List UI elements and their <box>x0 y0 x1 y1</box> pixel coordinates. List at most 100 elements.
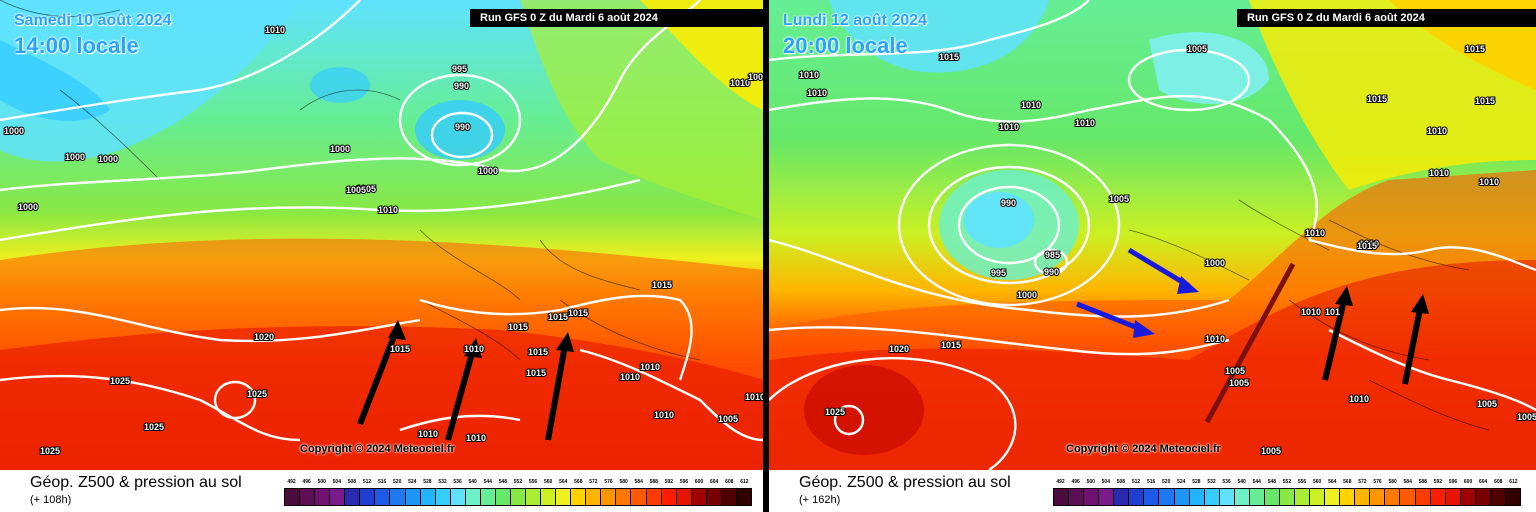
scale-swatch <box>721 489 737 505</box>
scale-swatch <box>330 489 346 505</box>
isobar-label: 1010 <box>1021 100 1041 110</box>
scale-label: 544 <box>1252 479 1261 485</box>
scale-label: 600 <box>694 479 704 485</box>
scale-swatch <box>1144 489 1160 505</box>
isobar-label: 1015 <box>528 347 548 357</box>
scale-swatch <box>691 489 707 505</box>
scale-label: 568 <box>574 479 583 485</box>
isobar-label: 1010 <box>730 78 750 88</box>
isobar-label: 990 <box>454 81 469 91</box>
scale-swatch <box>631 489 647 505</box>
isobar-label: 1000 <box>4 126 24 136</box>
scale-label: 552 <box>1282 479 1292 485</box>
scale-label: 608 <box>725 479 734 485</box>
isobar-label: 101 <box>1325 307 1340 317</box>
isobar-label: 1005 <box>346 185 366 195</box>
flow-arrow <box>1127 247 1191 289</box>
legend-title: Géop. Z500 & pression au sol <box>799 474 1011 491</box>
isobar-label: 1005 <box>1261 446 1281 456</box>
scale-bar <box>1053 488 1521 506</box>
isobar-label: 1010 <box>1359 239 1379 249</box>
isobar-label: 1015 <box>568 308 588 318</box>
scale-swatch <box>1174 489 1190 505</box>
scale-swatch <box>601 489 617 505</box>
trend-arrow <box>1322 295 1348 381</box>
legend-title: Géop. Z500 & pression au sol <box>30 474 242 491</box>
scale-swatch <box>571 489 587 505</box>
isobar-label: 1005 <box>1229 378 1249 388</box>
isobar-label: 1010 <box>378 205 398 215</box>
isobar-label: 1010 <box>1349 394 1369 404</box>
scale-label: 560 <box>543 479 553 485</box>
isobar-label: 1010 <box>265 25 285 35</box>
isobar-label: 1010 <box>620 372 640 382</box>
isobar-label: 1015 <box>939 52 959 62</box>
scale-labels: 492 496 500 504 508 512 516 520 524 528 532 536 540 5… <box>284 478 752 486</box>
scale-label: 520 <box>393 479 402 485</box>
scale-swatch <box>1385 489 1401 505</box>
scale-swatch <box>1400 489 1416 505</box>
isobar-label: 990 <box>1044 267 1059 277</box>
isobar-label: 990 <box>1001 198 1016 208</box>
scale-label: 552 <box>513 479 523 485</box>
scale-labels: 492 496 500 504 508 512 516 520 524 528 532 536 540 5… <box>1053 478 1521 486</box>
isobar-label: 1005 <box>1517 412 1536 422</box>
isobar-label: 995 <box>991 268 1006 278</box>
scale-swatch <box>495 489 511 505</box>
isobar-label: 1005 <box>1225 366 1245 376</box>
scale-swatch <box>646 489 662 505</box>
scale-label: 532 <box>438 479 447 485</box>
isobar-label: 1020 <box>889 344 909 354</box>
isobar-label: 1005 <box>356 184 376 194</box>
scale-label: 556 <box>528 479 538 485</box>
scale-swatch <box>315 489 331 505</box>
isobar-label: 1000 <box>98 154 118 164</box>
isobar-label: 1000 <box>18 202 38 212</box>
scale-label: 572 <box>589 479 598 485</box>
isobar-label: 1005 <box>1187 44 1207 54</box>
scale-label: 612 <box>1509 479 1518 485</box>
scale-swatch <box>706 489 722 505</box>
scale-label: 596 <box>1448 479 1458 485</box>
legend-footer: Géop. Z500 & pression au sol (+ 108h) 49… <box>0 470 763 512</box>
isobar-label: 1010 <box>1075 118 1095 128</box>
scale-swatch <box>480 489 496 505</box>
scale-swatch <box>390 489 406 505</box>
scale-swatch <box>1475 489 1491 505</box>
isobar-label: 990 <box>455 122 470 132</box>
scale-label: 512 <box>1131 479 1141 485</box>
isobar-label: 1005 <box>1477 399 1497 409</box>
scale-label: 564 <box>1328 479 1337 485</box>
isobar-label: 1010 <box>464 344 484 354</box>
scale-label: 580 <box>619 479 628 485</box>
trend-arrow <box>357 324 401 426</box>
trend-arrow <box>545 339 569 441</box>
isobar-label: 1010 <box>1205 334 1225 344</box>
isobar-label: 1020 <box>254 332 274 342</box>
scale-swatch <box>465 489 481 505</box>
isobar-label: 1010 <box>999 122 1019 132</box>
isobar-label: 1010 <box>654 410 674 420</box>
scale-label: 612 <box>740 479 749 485</box>
scale-label: 500 <box>1086 479 1095 485</box>
isobar-label: 995 <box>452 64 467 74</box>
run-info: Run GFS 0 Z du Mardi 6 août 2024 <box>1237 9 1536 27</box>
isobar-label: 1015 <box>548 312 568 322</box>
lead-time: (+ 108h) <box>30 494 72 506</box>
isobar-label: 1010 <box>640 362 660 372</box>
scale-label: 544 <box>483 479 492 485</box>
panel-divider <box>763 0 769 512</box>
scale-label: 584 <box>1403 479 1412 485</box>
scale-swatch <box>1219 489 1235 505</box>
scale-swatch <box>360 489 376 505</box>
forecast-time: 14:00 locale <box>14 33 139 58</box>
scale-swatch <box>345 489 361 505</box>
scale-swatch <box>1430 489 1446 505</box>
isobar-label: 1010 <box>807 88 827 98</box>
scale-swatch <box>661 489 677 505</box>
flow-arrow <box>1076 301 1144 333</box>
scale-swatch <box>1325 489 1341 505</box>
scale-swatch <box>1129 489 1145 505</box>
